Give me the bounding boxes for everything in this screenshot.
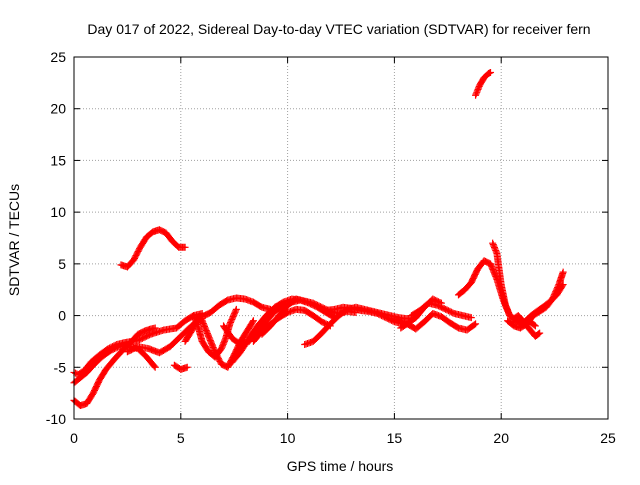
- data-point-marker: [487, 69, 495, 77]
- series-track-22: [519, 281, 567, 328]
- x-tick-label: 25: [600, 430, 616, 446]
- data-point-marker: [191, 316, 199, 324]
- data-point-marker: [249, 318, 257, 326]
- x-tick-label: 0: [70, 430, 78, 446]
- y-tick-label: -5: [54, 359, 67, 375]
- data-point-marker: [536, 329, 544, 337]
- data-point-marker: [472, 320, 480, 328]
- data-point-marker: [151, 324, 159, 332]
- data-point-marker: [475, 84, 483, 92]
- data-point-marker: [437, 299, 445, 307]
- data-point-marker: [490, 242, 498, 250]
- x-axis-label: GPS time / hours: [287, 458, 394, 474]
- data-point-marker: [492, 247, 500, 255]
- y-tick-label: 15: [50, 152, 66, 168]
- data-point-marker: [503, 304, 511, 312]
- data-point-marker: [530, 321, 538, 329]
- data-point-marker: [193, 319, 201, 327]
- data-point-marker: [489, 241, 497, 249]
- series-track-3: [70, 342, 159, 387]
- data-point-marker: [190, 313, 198, 321]
- data-point-marker: [490, 244, 498, 252]
- y-tick-label: -10: [46, 411, 66, 427]
- y-tick-label: 20: [50, 101, 66, 117]
- data-point-marker: [504, 307, 512, 315]
- data-point-marker: [219, 340, 227, 348]
- data-point-marker: [474, 85, 482, 93]
- data-point-marker: [559, 268, 567, 276]
- data-point-marker: [220, 337, 228, 345]
- y-tick-label: 5: [58, 256, 66, 272]
- data-point-marker: [467, 314, 475, 322]
- data-series: [70, 69, 567, 410]
- axis-ticks: 0 5 10 15 20 25 -10 -5 0 5 10 15 20 25: [46, 49, 616, 446]
- data-point-marker: [150, 362, 158, 370]
- x-tick-label: 20: [493, 430, 509, 446]
- series-track-2: [70, 324, 159, 410]
- series-track-4: [117, 226, 189, 271]
- data-point-marker: [473, 88, 481, 96]
- data-point-marker: [218, 343, 226, 351]
- data-point-marker: [190, 312, 198, 320]
- data-point-marker: [436, 298, 444, 306]
- data-point-marker: [220, 339, 228, 347]
- data-point-marker: [502, 303, 510, 311]
- chart-title: Day 017 of 2022, Sidereal Day-to-day VTE…: [87, 21, 590, 37]
- data-point-marker: [192, 317, 200, 325]
- grid-lines: [74, 57, 608, 419]
- y-axis-label: SDTVAR / TECUs: [6, 184, 22, 296]
- data-point-marker: [492, 248, 500, 256]
- data-point-marker: [531, 322, 539, 330]
- data-point-marker: [491, 245, 499, 253]
- data-point-marker: [501, 301, 509, 309]
- y-tick-label: 10: [50, 204, 66, 220]
- x-tick-label: 10: [280, 430, 296, 446]
- data-point-marker: [232, 305, 240, 313]
- data-point-marker: [219, 342, 227, 350]
- data-point-marker: [232, 307, 240, 315]
- plot-frame: [73, 56, 609, 420]
- x-tick-label: 15: [387, 430, 403, 446]
- series-track-16: [386, 310, 480, 334]
- series-track-21: [504, 268, 567, 332]
- data-point-marker: [503, 306, 511, 314]
- data-point-marker: [558, 282, 566, 290]
- data-point-marker: [151, 363, 159, 371]
- data-point-marker: [559, 281, 567, 289]
- series-track-18: [397, 295, 445, 332]
- data-point-marker: [217, 345, 225, 353]
- series-track-20: [489, 239, 544, 340]
- y-tick-label: 25: [50, 49, 66, 65]
- data-point-marker: [183, 363, 191, 371]
- data-point-marker: [472, 90, 480, 98]
- series-track-23: [472, 69, 495, 99]
- data-point-marker: [505, 309, 513, 317]
- y-tick-label: 0: [58, 308, 66, 324]
- x-tick-label: 5: [177, 430, 185, 446]
- data-point-marker: [535, 330, 543, 338]
- data-point-marker: [249, 317, 257, 325]
- series-track-6: [170, 361, 191, 373]
- data-point-marker: [191, 315, 199, 323]
- data-point-marker: [470, 321, 478, 329]
- data-point-marker: [473, 87, 481, 95]
- data-point-marker: [181, 243, 189, 251]
- data-point-marker: [489, 239, 497, 247]
- data-point-marker: [472, 91, 480, 99]
